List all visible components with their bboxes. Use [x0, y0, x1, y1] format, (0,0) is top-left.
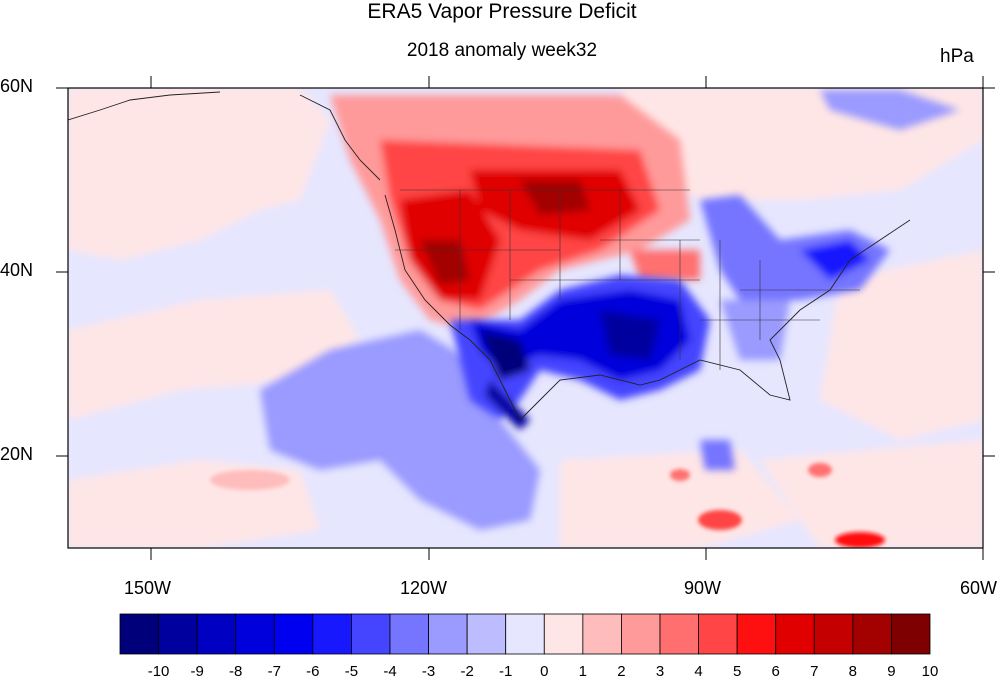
chart-title: ERA5 Vapor Pressure Deficit — [367, 0, 637, 23]
lon-label-60w: 60W — [960, 578, 998, 598]
colorbar-label: -9 — [190, 663, 203, 680]
colorbar-label: -8 — [229, 663, 242, 680]
colorbar-swatch — [235, 613, 275, 655]
colorbar-label: -4 — [383, 663, 396, 680]
colorbar-swatch — [852, 613, 892, 655]
map-frame — [67, 87, 984, 549]
colorbar-label: -1 — [499, 663, 512, 680]
lon-label-120w: 120W — [400, 578, 448, 598]
colorbar-label: 2 — [617, 663, 625, 680]
colorbar-swatch — [505, 613, 545, 655]
positive-spots — [210, 463, 885, 548]
colorbar-label: 4 — [694, 663, 702, 680]
anomaly-field — [68, 88, 983, 548]
colorbar-swatch — [312, 613, 352, 655]
colorbar-label: 0 — [540, 663, 548, 680]
colorbar-label: 8 — [849, 663, 857, 680]
state-boundaries — [395, 189, 860, 370]
colorbar-swatch — [273, 613, 314, 655]
colorbar-label: 5 — [733, 663, 741, 680]
lat-label-60n: 60N — [0, 76, 34, 96]
colorbar-label: 7 — [810, 663, 818, 680]
chart-subtitle: 2018 anomaly week32 — [406, 40, 598, 61]
weak-positive-areas — [68, 88, 983, 548]
colorbar-swatch — [891, 613, 931, 655]
colorbar-swatch — [543, 613, 584, 655]
colorbar-swatch — [698, 613, 738, 655]
colorbar-label: 9 — [887, 663, 895, 680]
map-plot — [56, 76, 995, 560]
colorbar-label: 3 — [656, 663, 664, 680]
colorbar-swatch — [351, 613, 391, 655]
colorbar-swatch — [158, 613, 198, 655]
colorbar-label: 6 — [772, 663, 780, 680]
colorbar-swatch — [736, 613, 777, 655]
colorbar-swatch — [389, 613, 429, 655]
units-label: hPa — [940, 46, 974, 67]
colorbar-label: -7 — [268, 663, 281, 680]
coastlines — [68, 91, 911, 421]
colorbar-label: 1 — [579, 663, 587, 680]
colorbar-swatch — [582, 613, 622, 655]
colorbar-swatch — [621, 613, 661, 655]
axis-ticks — [56, 76, 995, 560]
colorbar-label: -10 — [148, 663, 170, 680]
colorbar-swatch — [428, 613, 468, 655]
colorbar-swatch — [659, 613, 699, 655]
colorbar-label: -6 — [306, 663, 319, 680]
colorbar-swatch — [196, 613, 237, 655]
colorbar-swatch — [119, 613, 159, 655]
lon-label-150w: 150W — [124, 578, 172, 598]
colorbar-swatch — [466, 613, 507, 655]
colorbar-label: -2 — [460, 663, 473, 680]
colorbar-swatch — [775, 613, 815, 655]
colorbar-swatch — [813, 613, 854, 655]
lon-label-90w: 90W — [684, 578, 722, 598]
colorbar-label: -5 — [345, 663, 358, 680]
colorbar-label: -3 — [422, 663, 435, 680]
lat-label-20n: 20N — [0, 444, 34, 464]
lat-label-40n: 40N — [0, 260, 34, 280]
colorbar-label: 10 — [922, 663, 939, 680]
